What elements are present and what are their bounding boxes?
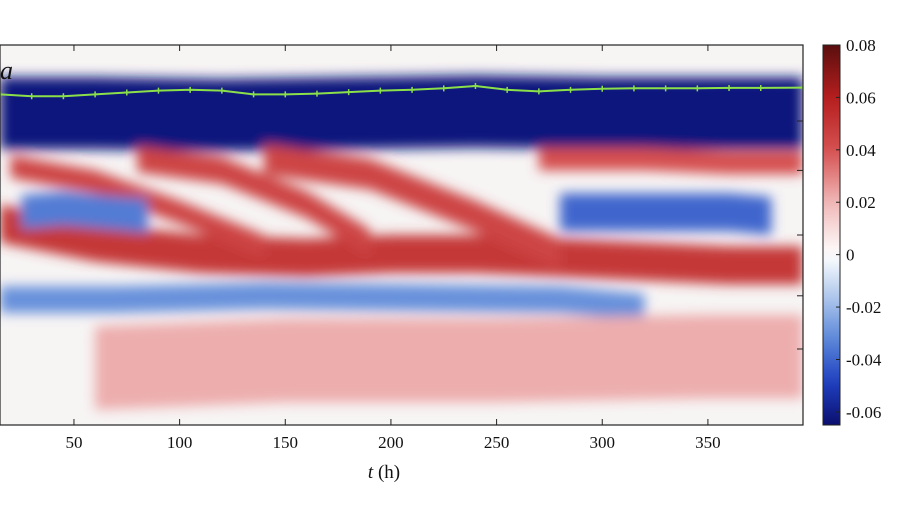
colorbar-tick-label: 0.02 xyxy=(846,193,876,212)
heatmap-bands xyxy=(0,75,803,410)
colorbar-tick-label: -0.06 xyxy=(846,403,881,422)
x-tick-label: 250 xyxy=(484,433,510,452)
tracked-line-path xyxy=(0,84,803,98)
tracked-line-marker xyxy=(567,86,574,93)
tracked-line xyxy=(0,83,803,100)
tracked-line-marker xyxy=(757,84,764,91)
tracked-line-marker xyxy=(472,83,479,90)
tracked-line-marker xyxy=(409,86,416,93)
tracked-line-marker xyxy=(123,89,130,96)
tracked-line-marker xyxy=(155,87,162,94)
colorbar-tick-label: 0.04 xyxy=(846,141,876,160)
tracked-line-marker xyxy=(377,87,384,94)
panel-label: a xyxy=(0,56,13,85)
tracked-line-marker xyxy=(218,87,225,94)
tracked-line-marker xyxy=(694,85,701,92)
x-axis-label-var: t xyxy=(368,462,374,483)
x-axis-label: t (h) xyxy=(368,462,400,483)
tracked-line-marker xyxy=(504,86,511,93)
x-axis-label-unit: (h) xyxy=(373,462,400,483)
red-wave-1 xyxy=(0,204,803,285)
upper-dark-blue-band xyxy=(0,75,803,152)
tracked-line-marker xyxy=(187,86,194,93)
blue-pocket-left xyxy=(21,191,148,234)
x-tick-label: 100 xyxy=(167,433,193,452)
colorbar-tick-label: 0.08 xyxy=(846,36,876,55)
red-upper-right xyxy=(538,147,803,175)
tracked-line-marker xyxy=(345,89,352,96)
tracked-line-marker xyxy=(535,88,542,95)
tracked-line-marker xyxy=(630,85,637,92)
red-diagonal-2 xyxy=(137,145,370,256)
x-tick-label: 50 xyxy=(65,433,82,452)
colorbar-tick-label: 0.06 xyxy=(846,88,876,107)
tracked-line-marker xyxy=(726,84,733,91)
pale-red-lower-field xyxy=(95,314,803,410)
x-tick-label: 200 xyxy=(378,433,404,452)
x-tick-label: 350 xyxy=(695,433,721,452)
x-tick-label: 150 xyxy=(273,433,299,452)
red-diagonal-3 xyxy=(264,143,560,270)
tracked-line-marker xyxy=(800,84,803,91)
blue-pocket-right xyxy=(560,193,772,235)
tracked-line-marker xyxy=(250,91,257,98)
colorbar-tick-label: -0.02 xyxy=(846,298,881,317)
tracked-line-marker xyxy=(599,85,606,92)
blue-lower-band xyxy=(0,282,645,321)
tracked-line-marker xyxy=(662,85,669,92)
tracked-line-marker xyxy=(92,91,99,98)
x-tick-label: 300 xyxy=(590,433,616,452)
tracked-line-marker xyxy=(313,90,320,97)
tracked-line-marker xyxy=(0,91,3,98)
tracked-line-marker xyxy=(60,93,67,100)
tracked-line-marker xyxy=(28,93,35,100)
colorbar xyxy=(822,44,841,426)
colorbar-tick-label: 0 xyxy=(846,246,855,265)
tracked-line-marker xyxy=(282,91,289,98)
colorbar-ticks: 0.08 0.06 0.04 0.02 0 -0.02 -0.04 -0.06 xyxy=(836,36,882,422)
heatmap-field xyxy=(0,75,803,410)
x-axis: 50 100 150 200 250 300 350 xyxy=(65,45,803,452)
tracked-line-marker xyxy=(440,85,447,92)
colorbar-tick-label: -0.04 xyxy=(846,350,882,369)
